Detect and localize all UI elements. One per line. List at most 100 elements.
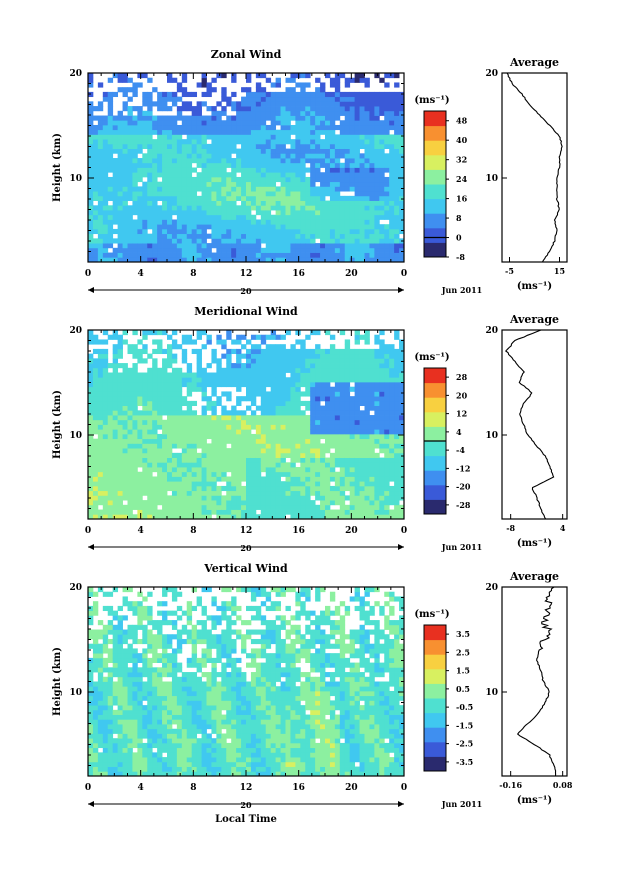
heatmap-cell <box>236 476 242 482</box>
heatmap-cell <box>122 467 128 473</box>
heatmap-cell <box>344 514 351 520</box>
heatmap-cell <box>310 481 316 487</box>
heatmap-cell <box>216 186 222 192</box>
heatmap-cell <box>97 219 104 225</box>
heatmap-cell <box>329 238 336 244</box>
heatmap-cell <box>275 410 281 416</box>
heatmap-cell <box>389 353 395 359</box>
heatmap-cell <box>325 106 331 112</box>
heatmap-cell <box>250 176 257 183</box>
heatmap-cell <box>300 91 306 98</box>
heatmap-cell <box>112 514 119 520</box>
heatmap-cell <box>206 381 212 388</box>
heatmap-cell <box>290 462 296 468</box>
heatmap-cell <box>369 115 375 121</box>
heatmap-cell <box>137 257 143 263</box>
heatmap-cell <box>305 481 311 487</box>
heatmap-cell <box>221 120 227 126</box>
heatmap-cell <box>359 391 365 397</box>
heatmap-cell <box>181 143 188 149</box>
heatmap-cell <box>167 419 173 425</box>
heatmap-cell <box>176 490 183 496</box>
heatmap-cell <box>102 129 109 135</box>
heatmap-cell <box>374 134 380 140</box>
heatmap-cell <box>157 348 163 355</box>
heatmap-cell <box>147 77 153 83</box>
heatmap-cell <box>329 391 336 397</box>
heatmap-cell <box>196 139 202 145</box>
heatmap-cell <box>255 73 262 79</box>
heatmap-cell <box>354 495 360 501</box>
heatmap-cell <box>162 400 168 406</box>
heatmap-cell <box>231 462 237 468</box>
heatmap-cell <box>325 438 331 444</box>
heatmap-cell <box>359 400 365 406</box>
heatmap-cell <box>191 339 198 345</box>
heatmap-cell <box>354 386 360 392</box>
heatmap-cell <box>320 353 326 359</box>
heatmap-cell <box>394 106 400 112</box>
heatmap-cell <box>186 228 193 235</box>
heatmap-cell <box>152 424 158 430</box>
heatmap-cell <box>112 167 119 173</box>
heatmap-cell <box>112 766 119 772</box>
heatmap-cell <box>92 728 99 734</box>
heatmap-cell <box>290 500 296 506</box>
heatmap-cell <box>280 176 286 183</box>
heatmap-cell <box>102 462 109 468</box>
heatmap-cell <box>275 143 281 149</box>
colorbar-frame <box>423 110 447 258</box>
heatmap-cell <box>186 120 193 126</box>
heatmap-cell <box>157 330 163 336</box>
heatmap-cell <box>112 429 119 435</box>
heatmap-cell <box>255 181 262 187</box>
heatmap-cell <box>270 139 277 145</box>
heatmap-cell <box>354 419 360 425</box>
heatmap-cell <box>147 257 153 263</box>
heatmap-cell <box>290 77 296 83</box>
heatmap-cell <box>97 514 104 520</box>
heatmap-cell <box>176 96 183 102</box>
heatmap-cell <box>92 504 99 510</box>
heatmap-cell <box>374 91 380 98</box>
heatmap-cell <box>389 205 395 211</box>
heatmap-cell <box>270 504 277 510</box>
heatmap-cell <box>275 415 281 421</box>
heatmap-cell <box>364 106 370 112</box>
colorbar-swatch <box>424 411 446 427</box>
heatmap-cell <box>295 467 301 473</box>
heatmap-cell <box>394 96 400 102</box>
heatmap-cell <box>334 210 341 216</box>
heatmap-cell <box>176 162 183 168</box>
heatmap-cell <box>359 410 365 416</box>
heatmap-cell <box>265 334 272 340</box>
heatmap-cell <box>191 415 198 421</box>
heatmap-cell <box>107 124 114 131</box>
heatmap-cell <box>290 73 296 79</box>
heatmap-cell <box>122 91 128 98</box>
heatmap-cell <box>147 433 153 440</box>
heatmap-cell <box>364 339 370 345</box>
heatmap-cell <box>334 400 341 406</box>
heatmap-cell <box>285 500 291 506</box>
heatmap-cell <box>231 176 237 183</box>
heatmap-cell <box>364 191 370 197</box>
heatmap-cell <box>236 106 242 112</box>
heatmap-cell <box>211 400 217 406</box>
heatmap-cell <box>88 676 94 682</box>
colorbar-tick-label: -28 <box>456 500 471 510</box>
heatmap-cell <box>191 205 198 211</box>
heatmap-cell <box>102 115 109 121</box>
heatmap-cell <box>334 172 341 178</box>
heatmap-cell <box>206 252 212 258</box>
heatmap-cell <box>196 224 202 230</box>
heatmap-cell <box>142 110 148 116</box>
heatmap-cell <box>320 490 326 496</box>
heatmap-cell <box>250 243 257 249</box>
heatmap-cell <box>241 353 247 359</box>
heatmap-cell <box>88 381 94 388</box>
heatmap-cell <box>369 252 375 258</box>
heatmap-cell <box>241 495 247 501</box>
heatmap-cell <box>305 153 311 159</box>
heatmap-cell <box>369 400 375 406</box>
